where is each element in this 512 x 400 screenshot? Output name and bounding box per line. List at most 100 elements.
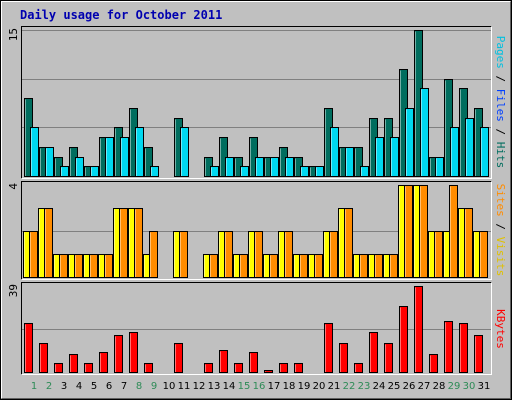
day-label-16: 16 [253,381,266,392]
day-label-20: 20 [313,381,326,392]
day-label-19: 19 [298,381,311,392]
bar-sites-day-13 [209,254,218,278]
day-label-27: 27 [418,381,431,392]
bar-pages-day-4 [75,157,84,177]
bar-kbytes-day-22 [339,343,348,373]
legend-2: KBytes [494,309,507,349]
legend-item-pages: Pages [494,36,507,69]
day-label-10: 10 [163,381,176,392]
bar-sites-day-24 [374,254,383,278]
bar-hits-day-9 [144,147,153,177]
bar-kbytes-day-25 [384,343,393,373]
bar-pages-day-23 [360,166,369,177]
bar-sites-day-18 [284,231,293,278]
legend-item-hits: Hits [494,142,507,169]
chart-panels: 15 Pages / Files / Hits 4 Sites / Visits 39 K… [7,26,507,375]
day-label-4: 4 [76,381,82,392]
bar-pages-day-20 [315,166,324,177]
bar-sites-day-5 [89,254,98,278]
plot-border-light [21,26,492,179]
bar-pages-day-11 [180,127,189,177]
bar-pages-day-2 [45,147,54,177]
bar-kbytes-day-3 [54,363,63,373]
bar-sites-day-19 [299,254,308,278]
bar-pages-day-13 [210,166,219,177]
bar-kbytes-day-1 [24,323,33,373]
bar-kbytes-day-23 [354,363,363,373]
bar-sites-day-15 [239,254,248,278]
bar-pages-day-14 [225,157,234,177]
bar-sites-day-28 [434,231,443,278]
y-max-label: 15 [7,28,20,41]
bar-pages-day-22 [345,147,354,177]
bar-sites-day-29 [449,185,458,278]
bar-kbytes-day-28 [429,354,438,373]
day-label-11: 11 [178,381,191,392]
day-label-26: 26 [403,381,416,392]
day-label-31: 31 [478,381,491,392]
bar-kbytes-day-29 [444,321,453,373]
day-label-8: 8 [136,381,142,392]
bar-kbytes-day-16 [249,352,258,373]
bar-pages-day-28 [435,157,444,177]
day-label-15: 15 [238,381,251,392]
series-kbytes [24,286,483,373]
y-max-label: 39 [7,284,20,297]
bar-pages-day-17 [270,157,279,177]
bar-sites-day-22 [344,208,353,278]
day-label-6: 6 [106,381,112,392]
legend-item-: / [494,122,507,142]
bar-sites-day-6 [104,254,113,278]
bar-sites-day-26 [404,185,413,278]
day-label-5: 5 [91,381,97,392]
bar-sites-day-3 [59,254,68,278]
day-label-18: 18 [283,381,296,392]
bar-pages-day-18 [285,157,294,177]
day-label-28: 28 [433,381,446,392]
bar-pages-day-21 [330,127,339,177]
bar-pages-day-7 [120,137,129,177]
day-label-22: 22 [343,381,356,392]
bar-kbytes-day-21 [324,323,333,373]
day-label-29: 29 [448,381,461,392]
plot-border-light [21,181,492,280]
bar-sites-day-2 [44,208,53,278]
bar-sites-day-21 [329,231,338,278]
plot-border-dark [21,181,492,280]
legend-0: Pages / Files / Hits [494,36,507,169]
bar-pages-day-5 [90,166,99,177]
day-label-13: 13 [208,381,221,392]
bar-sites-day-23 [359,254,368,278]
bar-kbytes-day-19 [294,363,303,373]
legend-item-kbytes: KBytes [494,309,507,349]
day-label-30: 30 [463,381,476,392]
bar-hits-day-23 [354,147,363,177]
legend-item-: / [494,217,507,237]
bar-sites-day-11 [179,231,188,278]
bar-kbytes-day-31 [474,335,483,373]
bar-kbytes-day-24 [369,332,378,373]
bar-pages-day-27 [420,88,429,177]
bar-kbytes-day-2 [39,343,48,373]
bar-kbytes-day-27 [414,286,423,373]
bar-kbytes-day-26 [399,306,408,373]
panel-pages-files-hits: 15 Pages / Files / Hits [7,26,507,179]
day-label-3: 3 [61,381,67,392]
series-pages [30,88,489,177]
bar-kbytes-day-30 [459,323,468,373]
bar-pages-day-29 [450,127,459,177]
bar-sites-day-25 [389,254,398,278]
bar-pages-day-26 [405,108,414,177]
legend-item-sites: Sites [494,184,507,217]
bar-kbytes-day-8 [129,332,138,373]
bar-pages-day-1 [30,127,39,177]
panel-sites-visits: 4 Sites / Visits [7,181,507,280]
bar-pages-day-16 [255,157,264,177]
bar-kbytes-day-17 [264,370,273,373]
legend-1: Sites / Visits [494,184,507,277]
bar-kbytes-day-18 [279,363,288,373]
bar-sites-day-30 [464,208,473,278]
legend-item-files: Files [494,89,507,122]
bar-pages-day-31 [480,127,489,177]
day-label-2: 2 [46,381,52,392]
